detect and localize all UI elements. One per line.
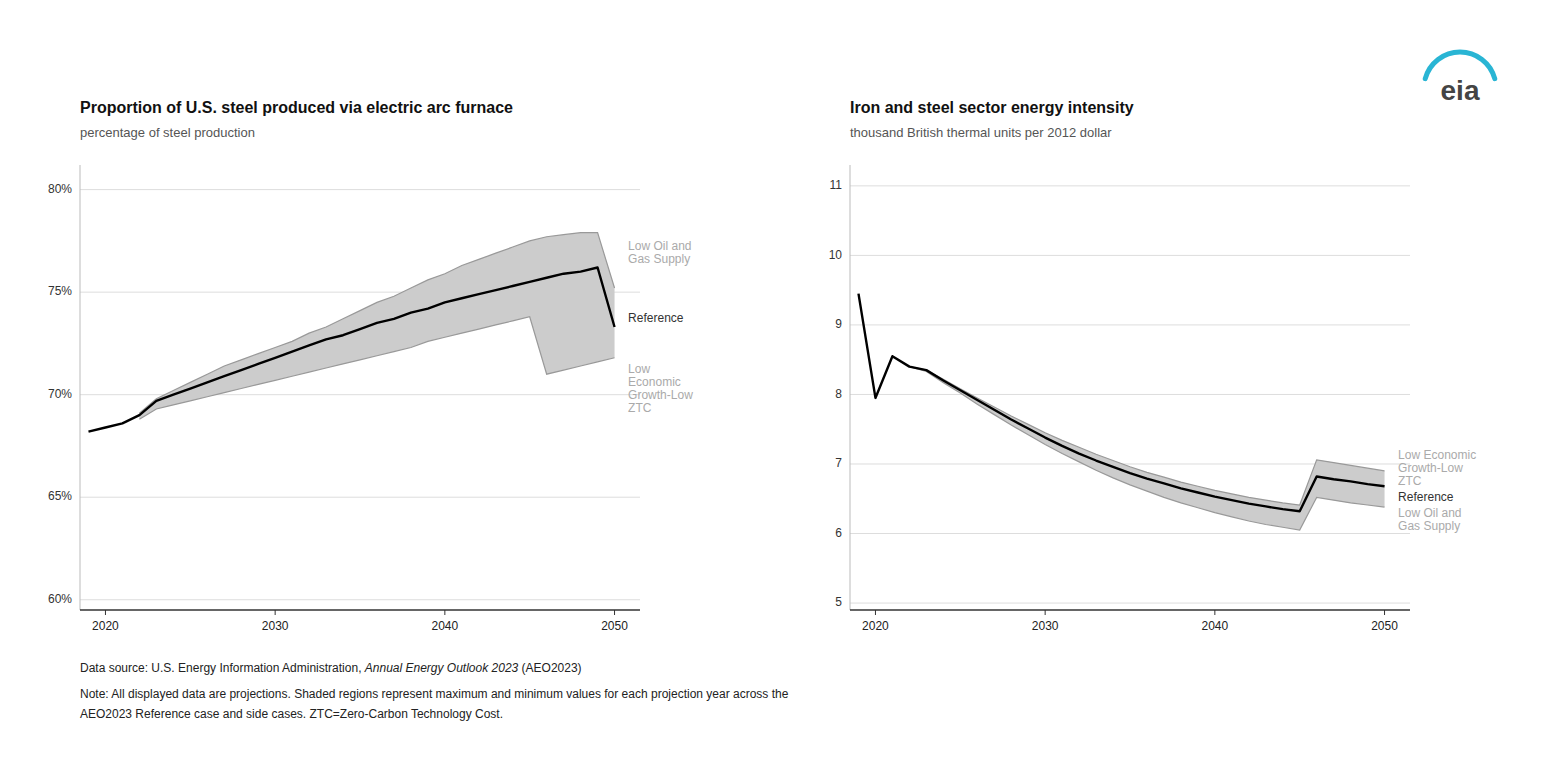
x-tick xyxy=(1214,610,1215,615)
chart-panel: Iron and steel sector energy intensity th… xyxy=(829,99,1477,633)
x-tick-label: 2050 xyxy=(1371,619,1398,633)
y-tick-label: 75% xyxy=(48,284,72,298)
series-annotation: Low Oil andGas Supply xyxy=(628,239,691,266)
y-tick-label: 7 xyxy=(835,456,842,470)
x-tick xyxy=(875,610,876,615)
y-tick-label: 6 xyxy=(835,526,842,540)
y-tick-label: 11 xyxy=(830,178,843,192)
plot-area xyxy=(88,233,614,432)
x-tick-label: 2020 xyxy=(92,619,119,633)
chart-title: Proportion of U.S. steel produced via el… xyxy=(80,99,513,116)
x-tick xyxy=(614,610,615,615)
y-axis-line xyxy=(80,165,81,610)
series-annotation: LowEconomicGrowth-LowZTC xyxy=(628,362,693,415)
x-tick xyxy=(105,610,106,615)
x-tick xyxy=(1384,610,1385,615)
y-tick-label: 65% xyxy=(48,489,72,503)
logo: eia xyxy=(1425,52,1495,106)
range-band xyxy=(909,367,1384,530)
y-tick-label: 8 xyxy=(835,387,842,401)
grid-line xyxy=(80,599,640,600)
x-tick xyxy=(1045,610,1046,615)
chart-subtitle: thousand British thermal units per 2012 … xyxy=(850,125,1112,140)
x-tick xyxy=(444,610,445,615)
y-axis-line xyxy=(850,165,851,610)
footer-note: Note: All displayed data are projections… xyxy=(80,687,789,701)
reference-line xyxy=(88,268,614,432)
x-tick-label: 2020 xyxy=(862,619,889,633)
band-lower-line xyxy=(139,317,614,420)
grid-line xyxy=(850,603,1410,604)
x-tick-label: 2040 xyxy=(1201,619,1228,633)
chart-subtitle: percentage of steel production xyxy=(80,125,255,140)
x-tick-label: 2040 xyxy=(431,619,458,633)
grid-line xyxy=(850,533,1410,534)
grid-line xyxy=(80,497,640,498)
x-tick-label: 2050 xyxy=(601,619,628,633)
reference-line xyxy=(858,294,1384,512)
grid-line xyxy=(850,394,1410,395)
grid-line xyxy=(80,189,640,190)
y-tick-label: 80% xyxy=(48,182,72,196)
footer-note: AEO2023 Reference case and side cases. Z… xyxy=(80,707,503,721)
range-band xyxy=(139,233,614,420)
grid-line xyxy=(850,255,1410,256)
x-tick-label: 2030 xyxy=(262,619,289,633)
plot-area xyxy=(858,294,1384,530)
logo-text: eia xyxy=(1441,75,1480,106)
source-note: Data source: U.S. Energy Information Adm… xyxy=(80,661,582,675)
y-tick-label: 5 xyxy=(835,595,842,609)
series-annotation: Low EconomicGrowth-LowZTC xyxy=(1398,448,1476,488)
y-tick-label: 10 xyxy=(829,248,843,262)
source-part: Data source: U.S. Energy Information Adm… xyxy=(80,661,365,675)
series-annotation: Reference xyxy=(1398,490,1454,504)
series-annotation: Low Oil andGas Supply xyxy=(1398,506,1461,533)
y-tick-label: 9 xyxy=(835,317,842,331)
source-part: Annual Energy Outlook 2023 xyxy=(364,661,519,675)
series-annotation: Reference xyxy=(628,311,684,325)
grid-line xyxy=(850,185,1410,186)
y-tick-label: 70% xyxy=(48,387,72,401)
x-tick xyxy=(275,610,276,615)
x-tick-label: 2030 xyxy=(1032,619,1059,633)
figure: Proportion of U.S. steel produced via el… xyxy=(0,0,1544,764)
chart-title: Iron and steel sector energy intensity xyxy=(850,99,1134,116)
band-lower-line xyxy=(909,367,1384,530)
x-axis-line xyxy=(80,609,640,611)
x-axis-line xyxy=(850,609,1410,611)
grid-line xyxy=(850,324,1410,325)
source-part: (AEO2023) xyxy=(518,661,581,675)
y-tick-label: 60% xyxy=(48,592,72,606)
chart-panel: Proportion of U.S. steel produced via el… xyxy=(48,99,693,633)
